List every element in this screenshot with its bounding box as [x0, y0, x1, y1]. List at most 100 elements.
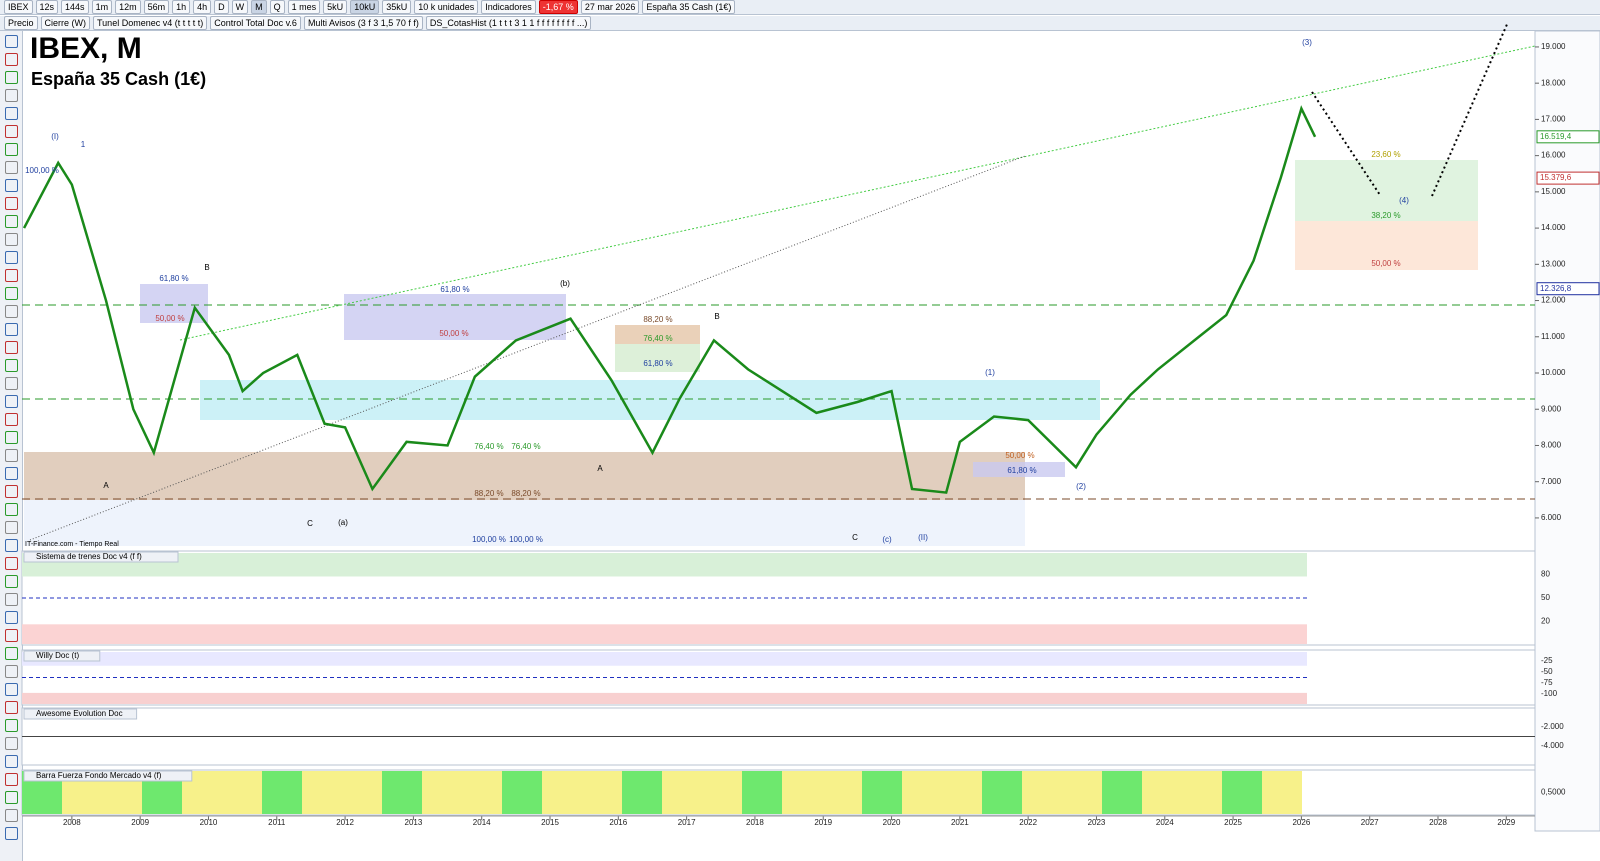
y-tick-label: 15.000	[1541, 187, 1566, 196]
panel-zone	[22, 692, 1307, 704]
toolbar-button[interactable]: IBEX	[4, 0, 33, 14]
tool-icon[interactable]	[5, 683, 18, 696]
tool-icon[interactable]	[5, 467, 18, 480]
toolbar-button[interactable]: DS_CotasHist (1 t t t 3 1 1 f f f f f f …	[425, 16, 592, 30]
tool-icon[interactable]	[5, 719, 18, 732]
panel-tick: 20	[1541, 617, 1550, 626]
panel-stripe	[1022, 771, 1062, 814]
toolbar-button[interactable]: 35kU	[382, 0, 412, 14]
toolbar-button[interactable]: 12m	[115, 0, 141, 14]
tool-icon[interactable]	[5, 539, 18, 552]
tool-icon[interactable]	[5, 359, 18, 372]
toolbar-button[interactable]: D	[214, 0, 229, 14]
toolbar-button[interactable]: 1m	[91, 0, 113, 14]
fib-zone	[24, 500, 1025, 546]
y-tick-label: 11.000	[1541, 332, 1565, 341]
tool-icon[interactable]	[5, 35, 18, 48]
tool-icon[interactable]	[5, 449, 18, 462]
x-tick-label: 2013	[405, 818, 423, 827]
tool-icon[interactable]	[5, 287, 18, 300]
tool-icon[interactable]	[5, 377, 18, 390]
tool-column	[0, 31, 23, 861]
toolbar-button[interactable]: Q	[269, 0, 285, 14]
toolbar-button[interactable]: Multi Avisos (3 f 3 1,5 70 f f)	[303, 16, 423, 30]
tool-icon[interactable]	[5, 161, 18, 174]
toolbar-button[interactable]: 12s	[35, 0, 59, 14]
tool-icon[interactable]	[5, 665, 18, 678]
tool-icon[interactable]	[5, 485, 18, 498]
panel-stripe	[462, 771, 502, 814]
toolbar-button[interactable]: 10 k unidades	[414, 0, 479, 14]
annotation: 23,60 %	[1371, 150, 1400, 159]
toolbar-button[interactable]: Cierre (W)	[40, 16, 91, 30]
y-tick-label: 8.000	[1541, 441, 1562, 450]
tool-icon[interactable]	[5, 647, 18, 660]
toolbar-button[interactable]: Tunel Domenec v4 (t t t t t)	[93, 16, 208, 30]
toolbar-button[interactable]: Precio	[4, 16, 38, 30]
tool-icon[interactable]	[5, 305, 18, 318]
indicator-bar: Precio Cierre (W) Tunel Domenec v4 (t t t …	[0, 16, 1600, 31]
tool-icon[interactable]	[5, 791, 18, 804]
tool-icon[interactable]	[5, 773, 18, 786]
toolbar-button[interactable]: 1 mes	[287, 0, 321, 14]
toolbar-button[interactable]: Control Total Doc v.6	[210, 16, 301, 30]
panel-stripe	[582, 771, 622, 814]
panel-stripe	[1102, 771, 1142, 814]
price-tag-label: 15.379,6	[1540, 173, 1572, 182]
tool-icon[interactable]	[5, 395, 18, 408]
tool-icon[interactable]	[5, 269, 18, 282]
toolbar-button[interactable]: 5kU	[323, 0, 348, 14]
tool-icon[interactable]	[5, 575, 18, 588]
x-tick-label: 2025	[1224, 818, 1242, 827]
tool-icon[interactable]	[5, 503, 18, 516]
tool-icon[interactable]	[5, 809, 18, 822]
toolbar-button[interactable]: 10kU	[350, 0, 380, 14]
tool-icon[interactable]	[5, 323, 18, 336]
toolbar-button[interactable]: 4h	[193, 0, 212, 14]
toolbar-button[interactable]: 1h	[172, 0, 191, 14]
tool-icon[interactable]	[5, 71, 18, 84]
toolbar-button[interactable]: M	[251, 0, 267, 14]
annotation: B	[204, 263, 209, 272]
annotation: 50,00 %	[155, 314, 184, 323]
y-tick-label: 16.000	[1541, 151, 1566, 160]
tool-icon[interactable]	[5, 107, 18, 120]
tool-icon[interactable]	[5, 755, 18, 768]
panel-title: Awesome Evolution Doc	[36, 709, 123, 718]
tool-icon[interactable]	[5, 215, 18, 228]
tool-icon[interactable]	[5, 629, 18, 642]
tool-icon[interactable]	[5, 431, 18, 444]
tool-icon[interactable]	[5, 521, 18, 534]
tool-icon[interactable]	[5, 737, 18, 750]
tool-icon[interactable]	[5, 611, 18, 624]
tool-icon[interactable]	[5, 827, 18, 840]
tool-icon[interactable]	[5, 143, 18, 156]
tool-icon[interactable]	[5, 233, 18, 246]
tool-icon[interactable]	[5, 557, 18, 570]
annotation: 88,20 %	[474, 489, 503, 498]
annotation: C	[852, 533, 858, 542]
tool-icon[interactable]	[5, 413, 18, 426]
tool-icon[interactable]	[5, 89, 18, 102]
tool-icon[interactable]	[5, 179, 18, 192]
tool-icon[interactable]	[5, 701, 18, 714]
toolbar-button[interactable]: 56m	[143, 0, 170, 14]
fib-zone	[615, 325, 700, 344]
tool-icon[interactable]	[5, 53, 18, 66]
toolbar-button[interactable]: España 35 Cash (1€)	[642, 0, 736, 14]
annotation: 76,40 %	[474, 442, 503, 451]
toolbar-button[interactable]: W	[231, 0, 249, 14]
y-tick-label: 13.000	[1541, 259, 1566, 268]
toolbar-button[interactable]: -1,67 %	[538, 0, 578, 14]
tool-icon[interactable]	[5, 251, 18, 264]
panel-tick: -75	[1541, 678, 1553, 687]
panel-stripe	[1062, 771, 1102, 814]
toolbar-button[interactable]: Indicadores	[481, 0, 536, 14]
annotation: 50,00 %	[439, 329, 468, 338]
tool-icon[interactable]	[5, 197, 18, 210]
tool-icon[interactable]	[5, 125, 18, 138]
toolbar-button[interactable]: 144s	[61, 0, 89, 14]
tool-icon[interactable]	[5, 341, 18, 354]
toolbar-button[interactable]: 27 mar 2026	[580, 0, 640, 14]
tool-icon[interactable]	[5, 593, 18, 606]
